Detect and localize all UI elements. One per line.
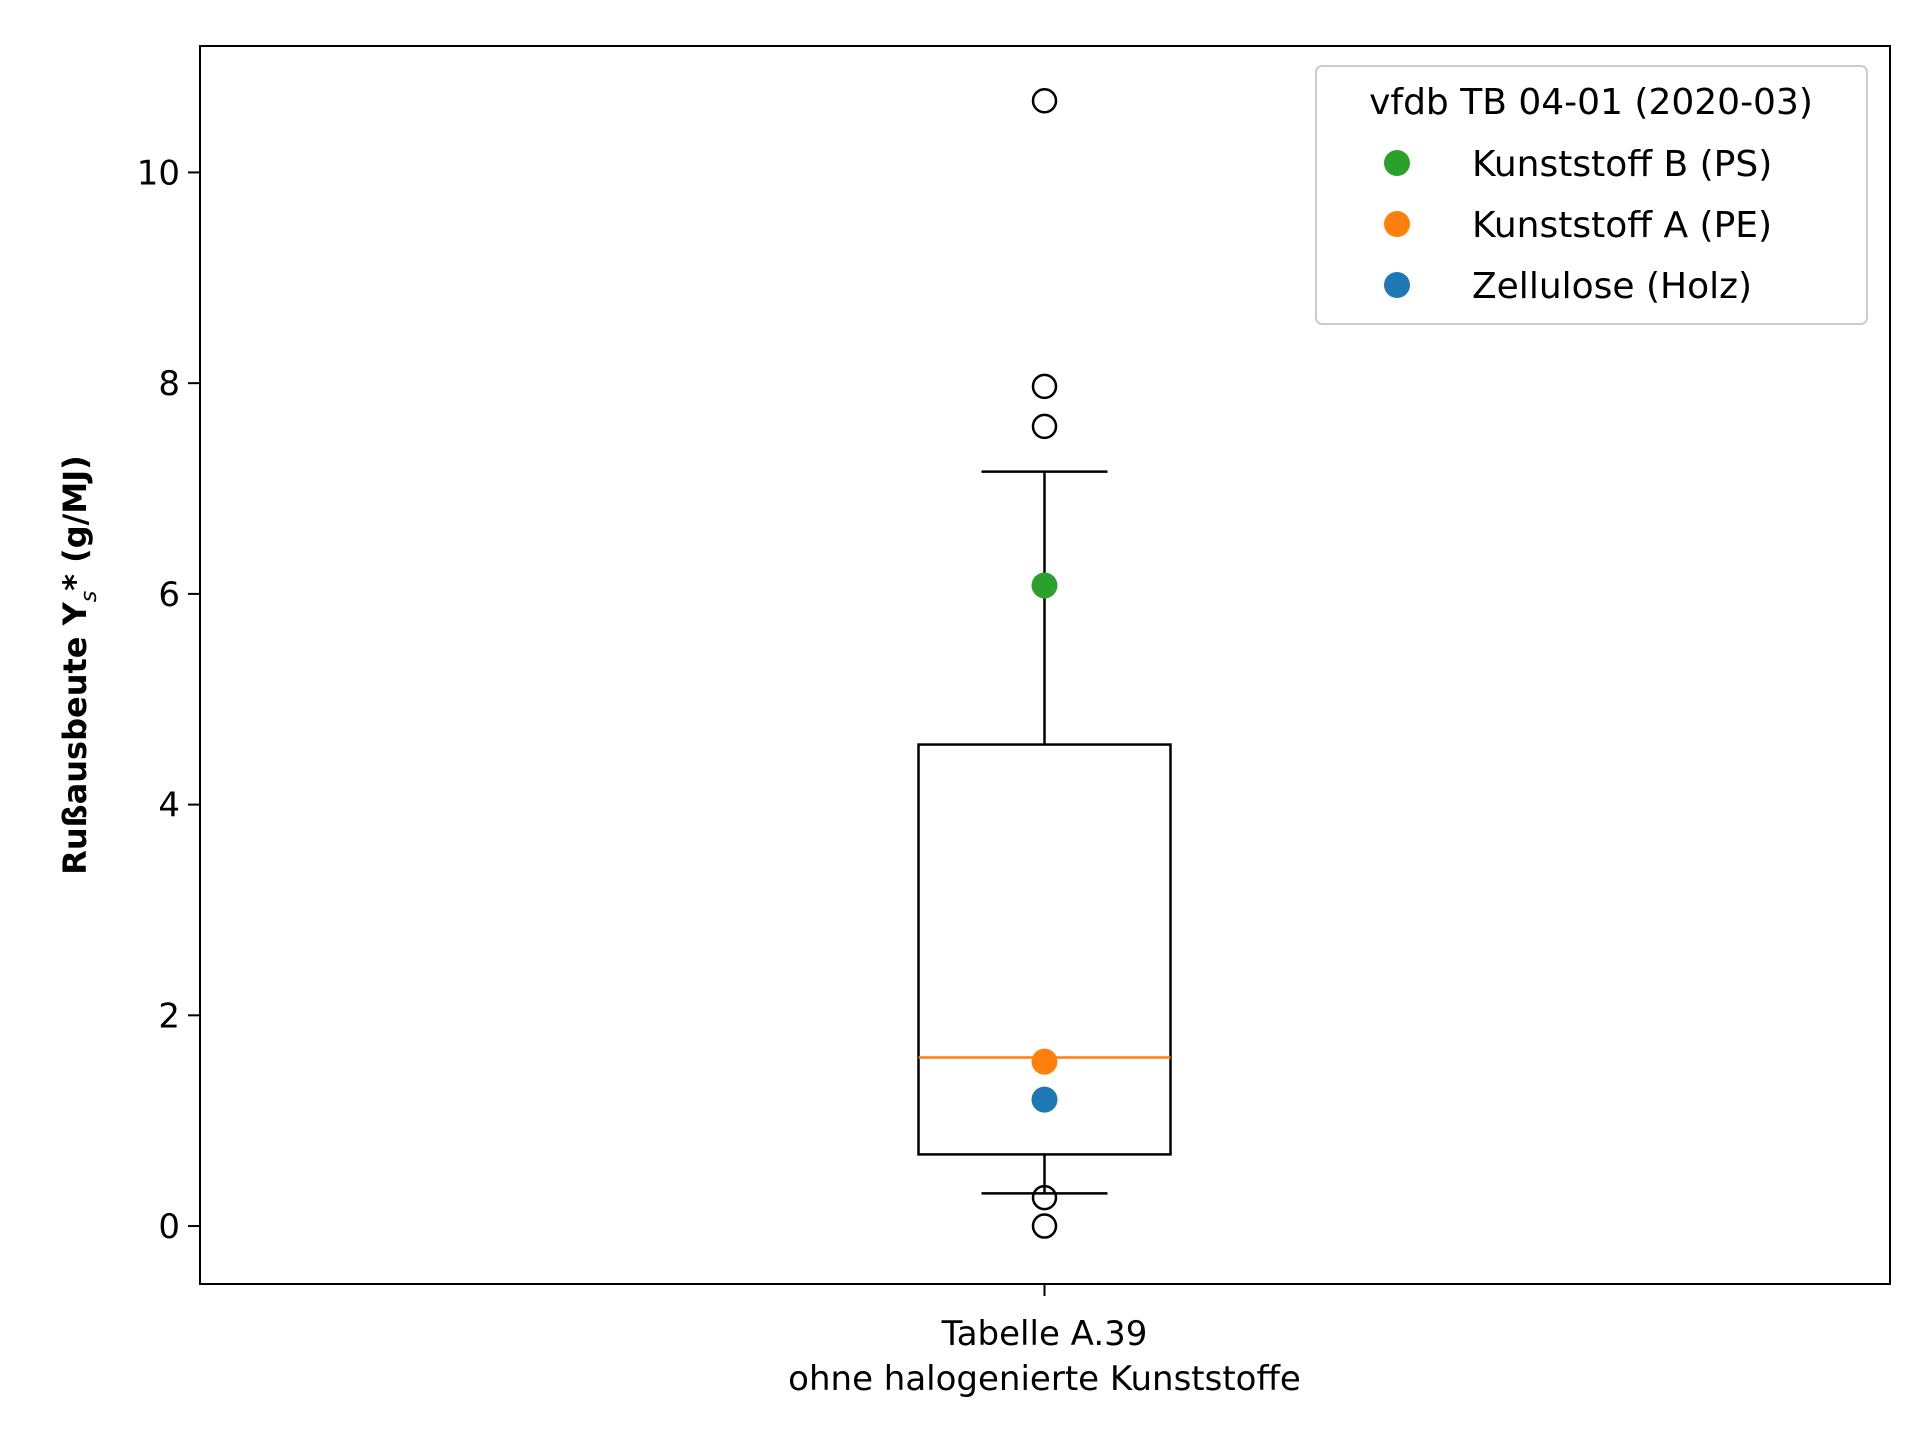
reference-points	[1031, 572, 1058, 1113]
iqr-box	[917, 743, 1172, 1156]
x-category-label-line-2: ohne halogenierte Kunststoffe	[788, 1359, 1301, 1399]
legend-entries: Kunststoff B (PS) Kunststoff A (PE) Zellul…	[1384, 144, 1772, 307]
reference-point	[1031, 572, 1058, 599]
y-axis-label-subscript: s	[77, 591, 102, 602]
legend-label: Zellulose (Holz)	[1472, 266, 1752, 307]
legend-marker	[1384, 211, 1410, 237]
y-axis-label-suffix: * (g/MJ)	[56, 455, 94, 590]
legend-label: Kunststoff A (PE)	[1472, 205, 1772, 246]
y-tick-label: 6	[158, 575, 180, 615]
y-axis-label: Rußausbeute Ys* (g/MJ)	[56, 455, 102, 875]
legend-title: vfdb TB 04-01 (2020-03)	[1369, 82, 1813, 123]
outlier-point	[1031, 1184, 1058, 1211]
legend-marker	[1384, 150, 1410, 176]
reference-point	[1031, 1048, 1058, 1075]
legend: vfdb TB 04-01 (2020-03) Kunststoff B (PS…	[1315, 65, 1868, 325]
y-tick-label: 8	[158, 364, 180, 404]
legend-label: Kunststoff B (PS)	[1472, 144, 1772, 185]
outlier-point	[1031, 88, 1058, 114]
y-tick-label: 10	[137, 153, 180, 193]
x-category-label-line-1: Tabelle A.39	[941, 1314, 1148, 1354]
y-tick-label: 4	[158, 786, 180, 826]
y-axis-ticks: 0 2 4 6 8 10	[137, 153, 200, 1247]
y-tick-label: 2	[158, 996, 180, 1036]
outlier-points	[1031, 88, 1058, 1239]
reference-point	[1031, 1086, 1058, 1113]
outlier-point	[1031, 413, 1058, 440]
y-tick-label: 0	[158, 1207, 180, 1247]
legend-frame	[1315, 65, 1868, 325]
legend-marker	[1384, 272, 1410, 298]
y-axis-label-main: Rußausbeute Y	[56, 601, 94, 874]
outlier-point	[1031, 373, 1058, 400]
outlier-point	[1031, 1213, 1058, 1239]
